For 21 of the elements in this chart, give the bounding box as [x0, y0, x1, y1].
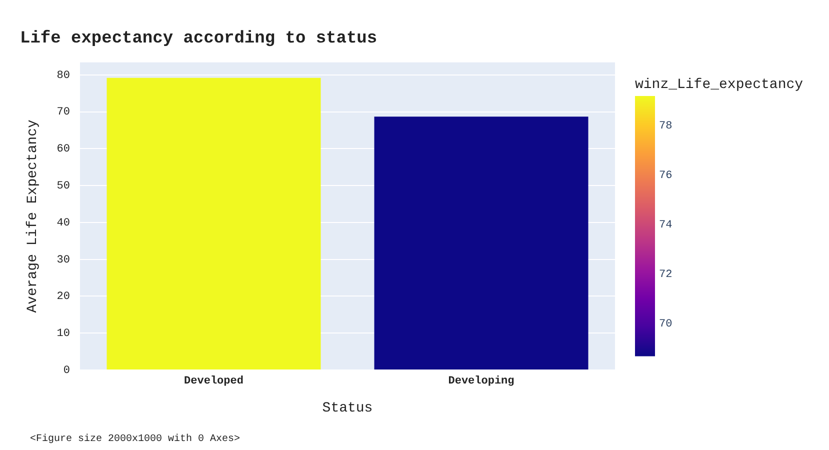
color-bar-label: 70 — [659, 318, 672, 331]
y-tick-label: 80 — [56, 70, 70, 82]
y-tick-label: 70 — [56, 106, 70, 119]
color-bar-label: 74 — [659, 220, 673, 232]
color-bar-title: winz_Life_expectancy — [635, 77, 804, 93]
y-tick-label: 50 — [56, 180, 70, 192]
chart-title: Life expectancy according to status — [20, 29, 378, 48]
y-tick-label: 20 — [56, 291, 70, 304]
text: <Figure size 2000x1000 with 0 Axes> — [30, 434, 240, 445]
x-axis-title: Status — [322, 400, 373, 416]
color-bar-label: 78 — [659, 120, 672, 133]
y-tick-label: 40 — [56, 217, 70, 230]
color-bar-label: 72 — [659, 269, 672, 282]
y-tick-label: 0 — [63, 364, 70, 377]
y-tick-label: 10 — [56, 328, 70, 340]
x-tick-label: Developed — [184, 375, 244, 388]
x-tick-label: Developing — [448, 375, 514, 388]
y-tick-label: 60 — [56, 144, 70, 156]
y-tick-label: 30 — [56, 254, 70, 266]
y-axis-title: Average Life Expectancy — [25, 120, 42, 313]
color-bar-label: 76 — [659, 170, 672, 182]
